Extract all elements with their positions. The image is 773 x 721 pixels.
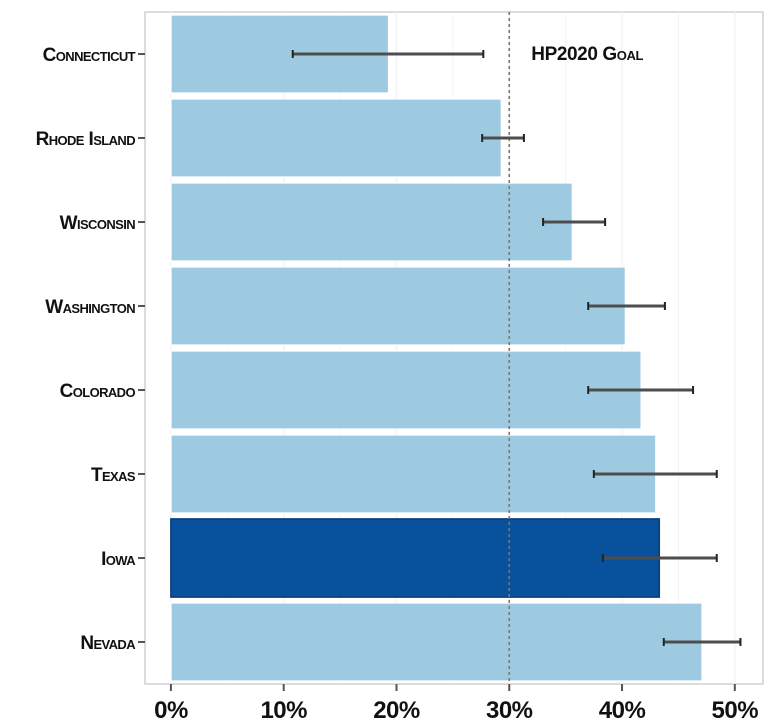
category-label: Connecticut	[43, 45, 136, 66]
bar-texas	[170, 434, 657, 514]
x-tick-label: 20%	[373, 697, 420, 721]
reference-line-group: HP2020 Goal	[508, 12, 644, 684]
value-axis: 0% 10% 20% 30% 40% 50%	[154, 684, 759, 721]
bar-iowa	[170, 518, 661, 598]
x-tick-label: 10%	[260, 697, 307, 721]
category-label: Iowa	[101, 549, 136, 570]
category-label: Washington	[45, 297, 135, 318]
bar-nevada	[170, 602, 703, 682]
x-tick-label: 50%	[712, 697, 759, 721]
category-label: Colorado	[60, 381, 136, 402]
reference-line-label: HP2020 Goal	[531, 44, 643, 65]
bars	[170, 14, 703, 682]
x-tick-label: 0%	[154, 697, 188, 721]
category-label: Nevada	[80, 633, 136, 654]
category-label: Rhode Island	[36, 129, 136, 150]
bar-rhode-island	[170, 98, 503, 178]
bar-wisconsin	[170, 182, 574, 262]
error-bars	[291, 50, 742, 646]
x-tick-label: 40%	[599, 697, 646, 721]
bar-colorado	[170, 350, 642, 430]
x-tick-label: 30%	[486, 697, 533, 721]
bar-washington	[170, 266, 627, 346]
category-label: Texas	[91, 465, 136, 486]
category-axis: Connecticut Rhode Island Wisconsin Washingt…	[36, 45, 145, 654]
category-label: Wisconsin	[60, 213, 136, 234]
